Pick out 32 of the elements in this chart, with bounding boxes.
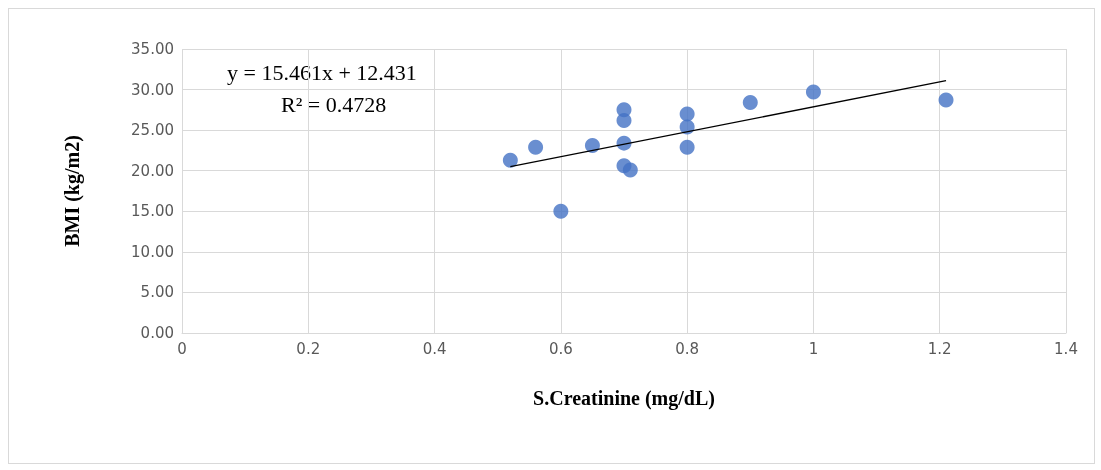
y-tick-label: 10.00 [131,242,174,261]
point [622,162,638,178]
y-tick-label: 35.00 [131,40,174,58]
point [938,92,954,108]
y-tick-label: 25.00 [131,121,174,140]
point [679,139,695,155]
y-tick-label: 15.00 [131,202,174,221]
point [528,139,544,155]
y-tick-label: 0.00 [140,324,174,342]
x-tick-label: 0.4 [422,339,447,358]
point [805,84,821,100]
point [616,112,632,128]
point [742,95,758,111]
point [553,203,569,219]
x-tick-label: 1.4 [1054,339,1078,358]
point [584,138,600,154]
y-tick-label: 30.00 [131,80,174,99]
point [679,119,695,135]
annotation: y = 15.461x + 12.431 [227,59,417,85]
x-tick-label: 1 [808,339,819,358]
point [502,152,518,168]
x-tick-label: 0.2 [296,339,321,358]
x-tick-label: 1.2 [927,339,952,358]
y-tick-label: 5.00 [140,283,174,302]
x-axis-title: S.Creatinine (mg/dL) [533,387,715,410]
x-tick-label: 0 [177,339,187,358]
y-axis-title: BMI (kg/m2) [61,135,84,247]
y-tick-label: 20.00 [131,161,174,180]
annotation: R² = 0.4728 [281,91,387,117]
point [679,106,695,122]
x-tick-label: 0.6 [548,339,573,358]
x-tick-label: 0.8 [675,339,700,358]
